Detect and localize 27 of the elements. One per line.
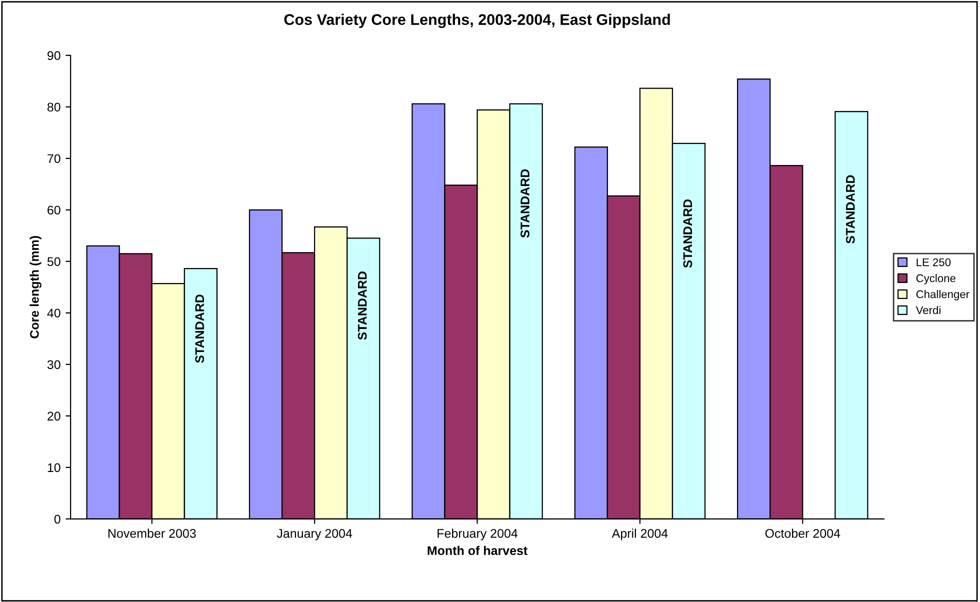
y-tick-label: 80 — [47, 102, 60, 112]
annotation: STANDARD — [358, 272, 367, 340]
y-axis-title: Core length (mm) — [30, 236, 42, 338]
legend-label: Challenger — [916, 290, 970, 300]
x-axis-title: Month of harvest — [428, 546, 528, 556]
x-tick-label: November 2003 — [108, 528, 196, 538]
y-tick-label: 30 — [47, 360, 60, 370]
x-tick-label: October 2004 — [765, 528, 840, 538]
y-tick-label: 70 — [48, 154, 60, 164]
y-tick-label: 0 — [54, 514, 60, 524]
x-tick-label: February 2004 — [438, 528, 518, 540]
annotation: STANDARD — [520, 169, 530, 238]
y-tick-label: 40 — [47, 308, 60, 318]
y-tick-label: 60 — [48, 206, 60, 215]
x-tick-label: April 2004 — [612, 528, 668, 540]
y-tick-label: 20 — [48, 412, 60, 421]
y-tick-label: 10 — [48, 463, 60, 472]
legend-label: Verdi — [916, 306, 940, 314]
y-tick-label: 90 — [48, 51, 60, 60]
y-tick-label: 50 — [47, 257, 60, 266]
annotation: STANDARD — [195, 294, 204, 363]
legend-label: LE 250 — [916, 258, 951, 266]
annotation: STANDARD — [683, 199, 692, 268]
chart-title: Cos Variety Core Lengths, 2003-2004, East Gippsland — [284, 14, 670, 28]
annotation: STANDARD — [846, 175, 855, 244]
legend-label: Cyclone — [916, 274, 956, 284]
x-tick-label: January 2004 — [276, 528, 352, 540]
